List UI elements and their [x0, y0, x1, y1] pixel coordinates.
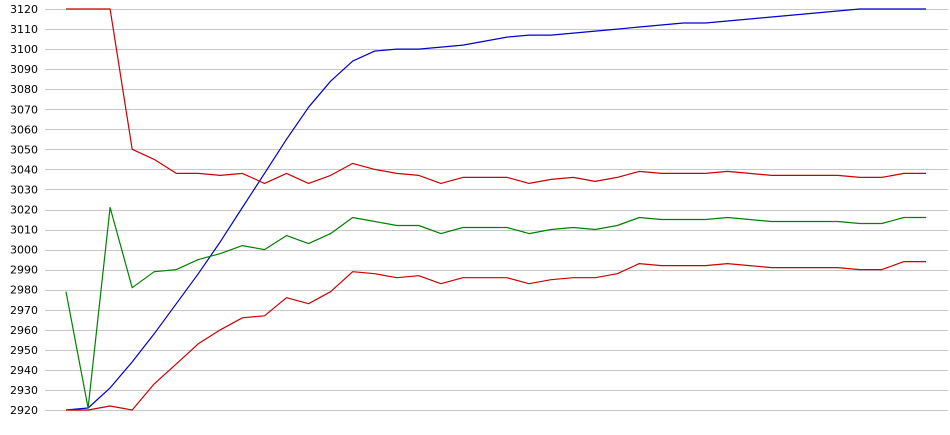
y-tick-label-2990: 2990: [10, 264, 38, 277]
y-tick-label-3100: 3100: [10, 43, 38, 56]
y-tick-label-3050: 3050: [10, 143, 38, 156]
series-line-1: [65, 8, 926, 411]
y-tick-label-3060: 3060: [10, 123, 38, 136]
y-tick-label-2970: 2970: [10, 304, 38, 317]
y-tick-label-3120: 3120: [10, 3, 38, 16]
y-tick-label-3090: 3090: [10, 63, 38, 76]
y-tick-label-3030: 3030: [10, 183, 38, 196]
y-tick-label-3070: 3070: [10, 103, 38, 116]
y-tick-label-2960: 2960: [10, 324, 38, 337]
y-tick-label-3040: 3040: [10, 163, 38, 176]
y-tick-label-2980: 2980: [10, 284, 38, 297]
y-tick-label-2940: 2940: [10, 364, 38, 377]
y-tick-label-2920: 2920: [10, 404, 38, 417]
y-tick-label-3080: 3080: [10, 83, 38, 96]
y-axis-tick-labels: 2920 2930 2940 2950 2960 2970 2980 2990 3000 3010…: [10, 3, 38, 417]
series-line-3: [65, 206, 926, 409]
series-line-2: [66, 8, 926, 184]
y-tick-label-3010: 3010: [10, 224, 38, 237]
y-tick-label-2950: 2950: [10, 344, 38, 357]
gridlines: [45, 9, 948, 411]
series-line-4: [66, 261, 926, 411]
y-tick-label-3000: 3000: [10, 244, 38, 257]
y-tick-label-3020: 3020: [10, 204, 38, 217]
y-tick-label-3110: 3110: [10, 23, 38, 36]
series-lines: [65, 8, 926, 411]
y-tick-label-2930: 2930: [10, 384, 38, 397]
